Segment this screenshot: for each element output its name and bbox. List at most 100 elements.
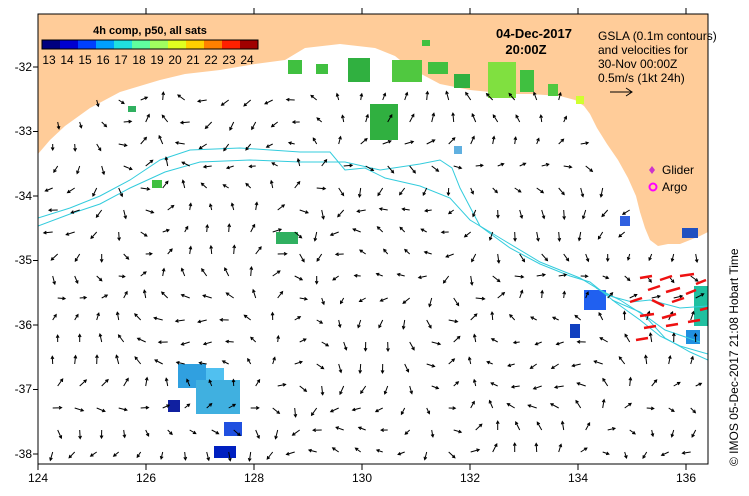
- velocity-arrow: [428, 297, 433, 308]
- velocity-arrow: [101, 294, 109, 299]
- velocity-arrow: [338, 187, 345, 197]
- colorbar-tick: 18: [132, 53, 146, 67]
- velocity-arrow: [312, 137, 318, 145]
- velocity-arrow: [378, 319, 384, 329]
- velocity-arrow: [76, 165, 81, 175]
- velocity-arrow: [353, 273, 361, 278]
- velocity-arrow: [626, 253, 631, 261]
- velocity-arrow: [270, 311, 275, 321]
- velocity-arrow: [673, 294, 684, 299]
- velocity-arrow: [117, 231, 121, 242]
- velocity-arrow: [272, 407, 281, 415]
- velocity-arrow: [598, 311, 604, 321]
- velocity-arrow: [453, 429, 463, 434]
- velocity-arrow: [519, 162, 527, 167]
- velocity-arrow: [136, 451, 142, 459]
- velocity-arrow: [695, 293, 705, 299]
- info-line: 30-Nov 00:00Z: [598, 57, 677, 71]
- velocity-arrow: [299, 253, 305, 263]
- velocity-arrow: [358, 363, 363, 374]
- velocity-arrow: [52, 275, 56, 286]
- velocity-arrow: [338, 135, 342, 145]
- velocity-arrow: [55, 334, 60, 343]
- velocity-arrow: [695, 382, 703, 387]
- velocity-arrow: [426, 407, 431, 415]
- velocity-arrow: [142, 289, 147, 299]
- velocity-arrow: [266, 451, 274, 460]
- velocity-arrow: [382, 92, 387, 101]
- velocity-arrow: [294, 231, 303, 239]
- velocity-arrow: [470, 313, 478, 321]
- velocity-arrow: [136, 337, 146, 343]
- velocity-arrow: [580, 274, 589, 279]
- velocity-arrow: [691, 429, 697, 438]
- y-tick-label: -33: [15, 124, 33, 138]
- velocity-arrow: [49, 451, 54, 462]
- velocity-arrow: [78, 121, 83, 129]
- velocity-arrow: [690, 310, 695, 321]
- x-axis-labels: 124 126 128 130 132 134 136: [28, 471, 696, 485]
- velocity-arrow: [532, 385, 542, 390]
- velocity-arrow: [648, 332, 653, 343]
- velocity-arrow: [580, 141, 590, 145]
- velocity-arrow: [264, 99, 273, 105]
- velocity-arrow: [492, 187, 499, 194]
- velocity-arrow: [79, 379, 88, 387]
- velocity-arrow: [245, 143, 252, 151]
- velocity-arrow: [160, 291, 169, 299]
- velocity-vectors: [42, 90, 705, 462]
- velocity-arrow: [513, 231, 517, 242]
- legend: Glider Argo: [648, 163, 694, 194]
- velocity-arrow: [605, 254, 610, 263]
- velocity-arrow: [123, 119, 133, 124]
- scale-arrow-icon: [610, 87, 633, 97]
- velocity-arrow: [162, 404, 171, 409]
- velocity-arrow: [123, 165, 133, 171]
- velocity-arrow: [431, 112, 436, 123]
- velocity-arrow: [219, 317, 229, 322]
- velocity-arrow: [331, 447, 339, 453]
- velocity-arrow: [320, 385, 325, 396]
- velocity-arrow: [161, 114, 169, 123]
- velocity-arrow: [448, 319, 459, 324]
- velocity-arrow: [670, 253, 675, 263]
- velocity-arrow: [360, 137, 368, 145]
- velocity-arrow: [294, 275, 304, 281]
- velocity-arrow: [50, 253, 59, 261]
- velocity-arrow: [255, 378, 261, 387]
- velocity-arrow: [272, 356, 276, 365]
- velocity-arrow: [57, 378, 64, 387]
- velocity-arrow: [101, 378, 109, 387]
- velocity-arrow: [270, 121, 279, 128]
- colorbar-tick: 19: [150, 53, 164, 67]
- velocity-arrow: [334, 252, 344, 257]
- velocity-arrow: [343, 341, 348, 351]
- velocity-arrow: [607, 427, 617, 431]
- velocity-arrow: [492, 443, 498, 453]
- velocity-arrow: [467, 356, 472, 365]
- colorbar-tick: 17: [114, 53, 128, 67]
- velocity-arrow: [337, 319, 342, 329]
- velocity-arrow: [536, 187, 545, 194]
- velocity-arrow: [316, 319, 324, 324]
- info-line: 0.5m/s (1kt 24h): [598, 71, 685, 85]
- velocity-arrow: [167, 429, 173, 436]
- velocity-arrow: [448, 358, 456, 365]
- velocity-arrow: [180, 293, 190, 299]
- velocity-arrow: [490, 338, 498, 343]
- velocity-arrow: [399, 226, 406, 233]
- velocity-arrow: [272, 228, 283, 233]
- velocity-arrow: [277, 290, 284, 299]
- velocity-arrow: [157, 340, 168, 345]
- velocity-arrow: [245, 182, 252, 189]
- velocity-arrow: [549, 403, 559, 409]
- velocity-arrow: [488, 399, 494, 409]
- velocity-arrow: [519, 253, 526, 263]
- velocity-arrow: [423, 250, 432, 255]
- velocity-arrow: [354, 447, 361, 453]
- velocity-arrow: [424, 208, 432, 213]
- velocity-arrow: [475, 296, 486, 301]
- velocity-arrow: [580, 187, 585, 198]
- velocity-arrow: [624, 333, 631, 343]
- colorbar-tick: 15: [78, 53, 92, 67]
